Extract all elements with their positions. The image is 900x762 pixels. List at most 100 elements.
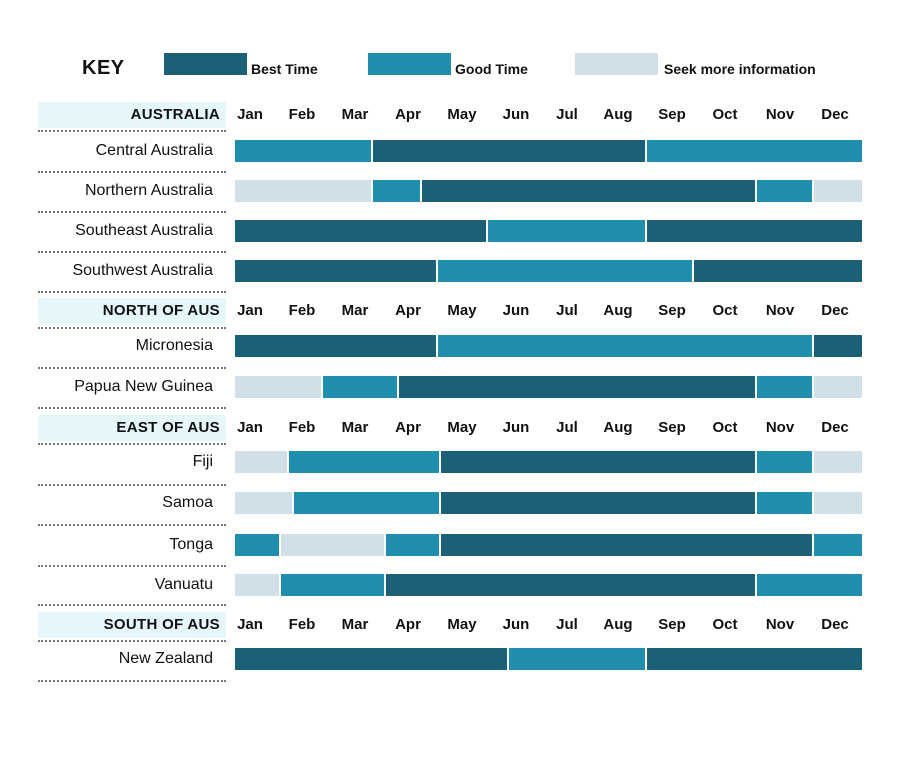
row-label-tonga: Tonga (169, 536, 213, 553)
bar-segment-southwest-australia-good (436, 260, 693, 282)
bar-segment-vanuatu-good (279, 574, 384, 596)
section-label-australia: AUSTRALIA (38, 102, 226, 128)
bar-segment-southwest-australia-best (692, 260, 862, 282)
month-label-mar: Mar (341, 616, 369, 633)
row-label-southwest-australia: Southwest Australia (72, 262, 213, 279)
bar-segment-northern-australia-good (370, 180, 421, 202)
month-label-dec: Dec (821, 302, 849, 319)
month-label-dec: Dec (821, 106, 849, 123)
section-label-south-of-aus: SOUTH OF AUS (38, 612, 226, 638)
month-label-feb: Feb (288, 419, 316, 436)
bar-segment-new-zealand-good (506, 648, 646, 670)
dotted-divider (38, 640, 226, 642)
bar-segment-papua-new-guinea-good (754, 376, 813, 398)
bar-segment-southeast-australia-best (645, 220, 862, 242)
dotted-divider (38, 407, 226, 409)
month-label-aug: Aug (603, 106, 633, 123)
dotted-divider (38, 291, 226, 293)
dotted-divider (38, 604, 226, 606)
bar-segment-tonga-good (812, 534, 862, 556)
month-label-feb: Feb (288, 302, 316, 319)
bar-segment-southwest-australia-best (235, 260, 437, 282)
bar-segment-fiji-best (438, 451, 755, 473)
row-label-southeast-australia: Southeast Australia (75, 222, 213, 239)
bar-segment-papua-new-guinea-seek (812, 376, 862, 398)
bar-segment-fiji-good (754, 451, 813, 473)
bar-segment-southeast-australia-best (235, 220, 486, 242)
bar-segment-new-zealand-best (235, 648, 507, 670)
month-label-jan: Jan (237, 302, 263, 319)
month-label-aug: Aug (603, 616, 633, 633)
dotted-divider (38, 251, 226, 253)
month-label-jul: Jul (556, 106, 578, 123)
key-swatch-best (164, 53, 247, 75)
bar-segment-samoa-best (438, 492, 755, 514)
month-label-nov: Nov (765, 302, 795, 319)
month-label-oct: Oct (712, 616, 738, 633)
key-swatch-seek (575, 53, 658, 75)
bar-segment-micronesia-best (812, 335, 862, 357)
month-label-sep: Sep (658, 302, 686, 319)
bar-segment-northern-australia-good (754, 180, 813, 202)
month-label-may: May (447, 302, 477, 319)
month-label-jan: Jan (237, 419, 263, 436)
dotted-divider (38, 130, 226, 132)
dotted-divider (38, 680, 226, 682)
month-label-mar: Mar (341, 106, 369, 123)
key-title: KEY (82, 57, 125, 79)
row-label-vanuatu: Vanuatu (154, 576, 213, 593)
month-label-sep: Sep (658, 419, 686, 436)
key-label-best: Best Time (251, 61, 318, 77)
bar-segment-fiji-seek (812, 451, 862, 473)
row-label-samoa: Samoa (162, 494, 213, 511)
month-label-feb: Feb (288, 106, 316, 123)
bar-segment-tonga-seek (279, 534, 384, 556)
row-label-papua-new-guinea: Papua New Guinea (74, 378, 213, 395)
key-swatch-good (368, 53, 451, 75)
bar-segment-tonga-good (383, 534, 439, 556)
bar-segment-tonga-best (438, 534, 813, 556)
row-label-northern-australia: Northern Australia (84, 182, 213, 199)
dotted-divider (38, 367, 226, 369)
bar-segment-papua-new-guinea-best (396, 376, 755, 398)
month-label-apr: Apr (395, 106, 421, 123)
month-label-may: May (447, 106, 477, 123)
bar-segment-fiji-seek (235, 451, 288, 473)
key-label-good: Good Time (455, 61, 528, 77)
month-label-may: May (447, 419, 477, 436)
dotted-divider (38, 565, 226, 567)
bar-segment-fiji-good (287, 451, 439, 473)
row-label-new-zealand: New Zealand (118, 650, 213, 667)
bar-segment-northern-australia-best (420, 180, 755, 202)
bar-segment-papua-new-guinea-good (321, 376, 397, 398)
month-label-mar: Mar (341, 302, 369, 319)
row-label-central-australia: Central Australia (95, 142, 213, 159)
month-label-jun: Jun (502, 419, 530, 436)
dotted-divider (38, 443, 226, 445)
month-label-feb: Feb (288, 616, 316, 633)
bar-segment-samoa-good (754, 492, 813, 514)
month-label-sep: Sep (658, 106, 686, 123)
month-label-sep: Sep (658, 616, 686, 633)
month-label-apr: Apr (395, 419, 421, 436)
month-label-apr: Apr (395, 616, 421, 633)
bar-segment-vanuatu-best (383, 574, 755, 596)
section-label-east-of-aus: EAST OF AUS (38, 415, 226, 441)
bar-segment-northern-australia-seek (812, 180, 862, 202)
dotted-divider (38, 327, 226, 329)
dotted-divider (38, 211, 226, 213)
month-label-aug: Aug (603, 419, 633, 436)
dotted-divider (38, 484, 226, 486)
month-label-oct: Oct (712, 419, 738, 436)
month-label-nov: Nov (765, 419, 795, 436)
month-label-mar: Mar (341, 419, 369, 436)
month-label-dec: Dec (821, 616, 849, 633)
bar-segment-tonga-good (235, 534, 280, 556)
dotted-divider (38, 524, 226, 526)
month-label-nov: Nov (765, 616, 795, 633)
month-label-jul: Jul (556, 616, 578, 633)
month-label-dec: Dec (821, 419, 849, 436)
month-label-oct: Oct (712, 302, 738, 319)
bar-segment-central-australia-best (370, 140, 646, 162)
